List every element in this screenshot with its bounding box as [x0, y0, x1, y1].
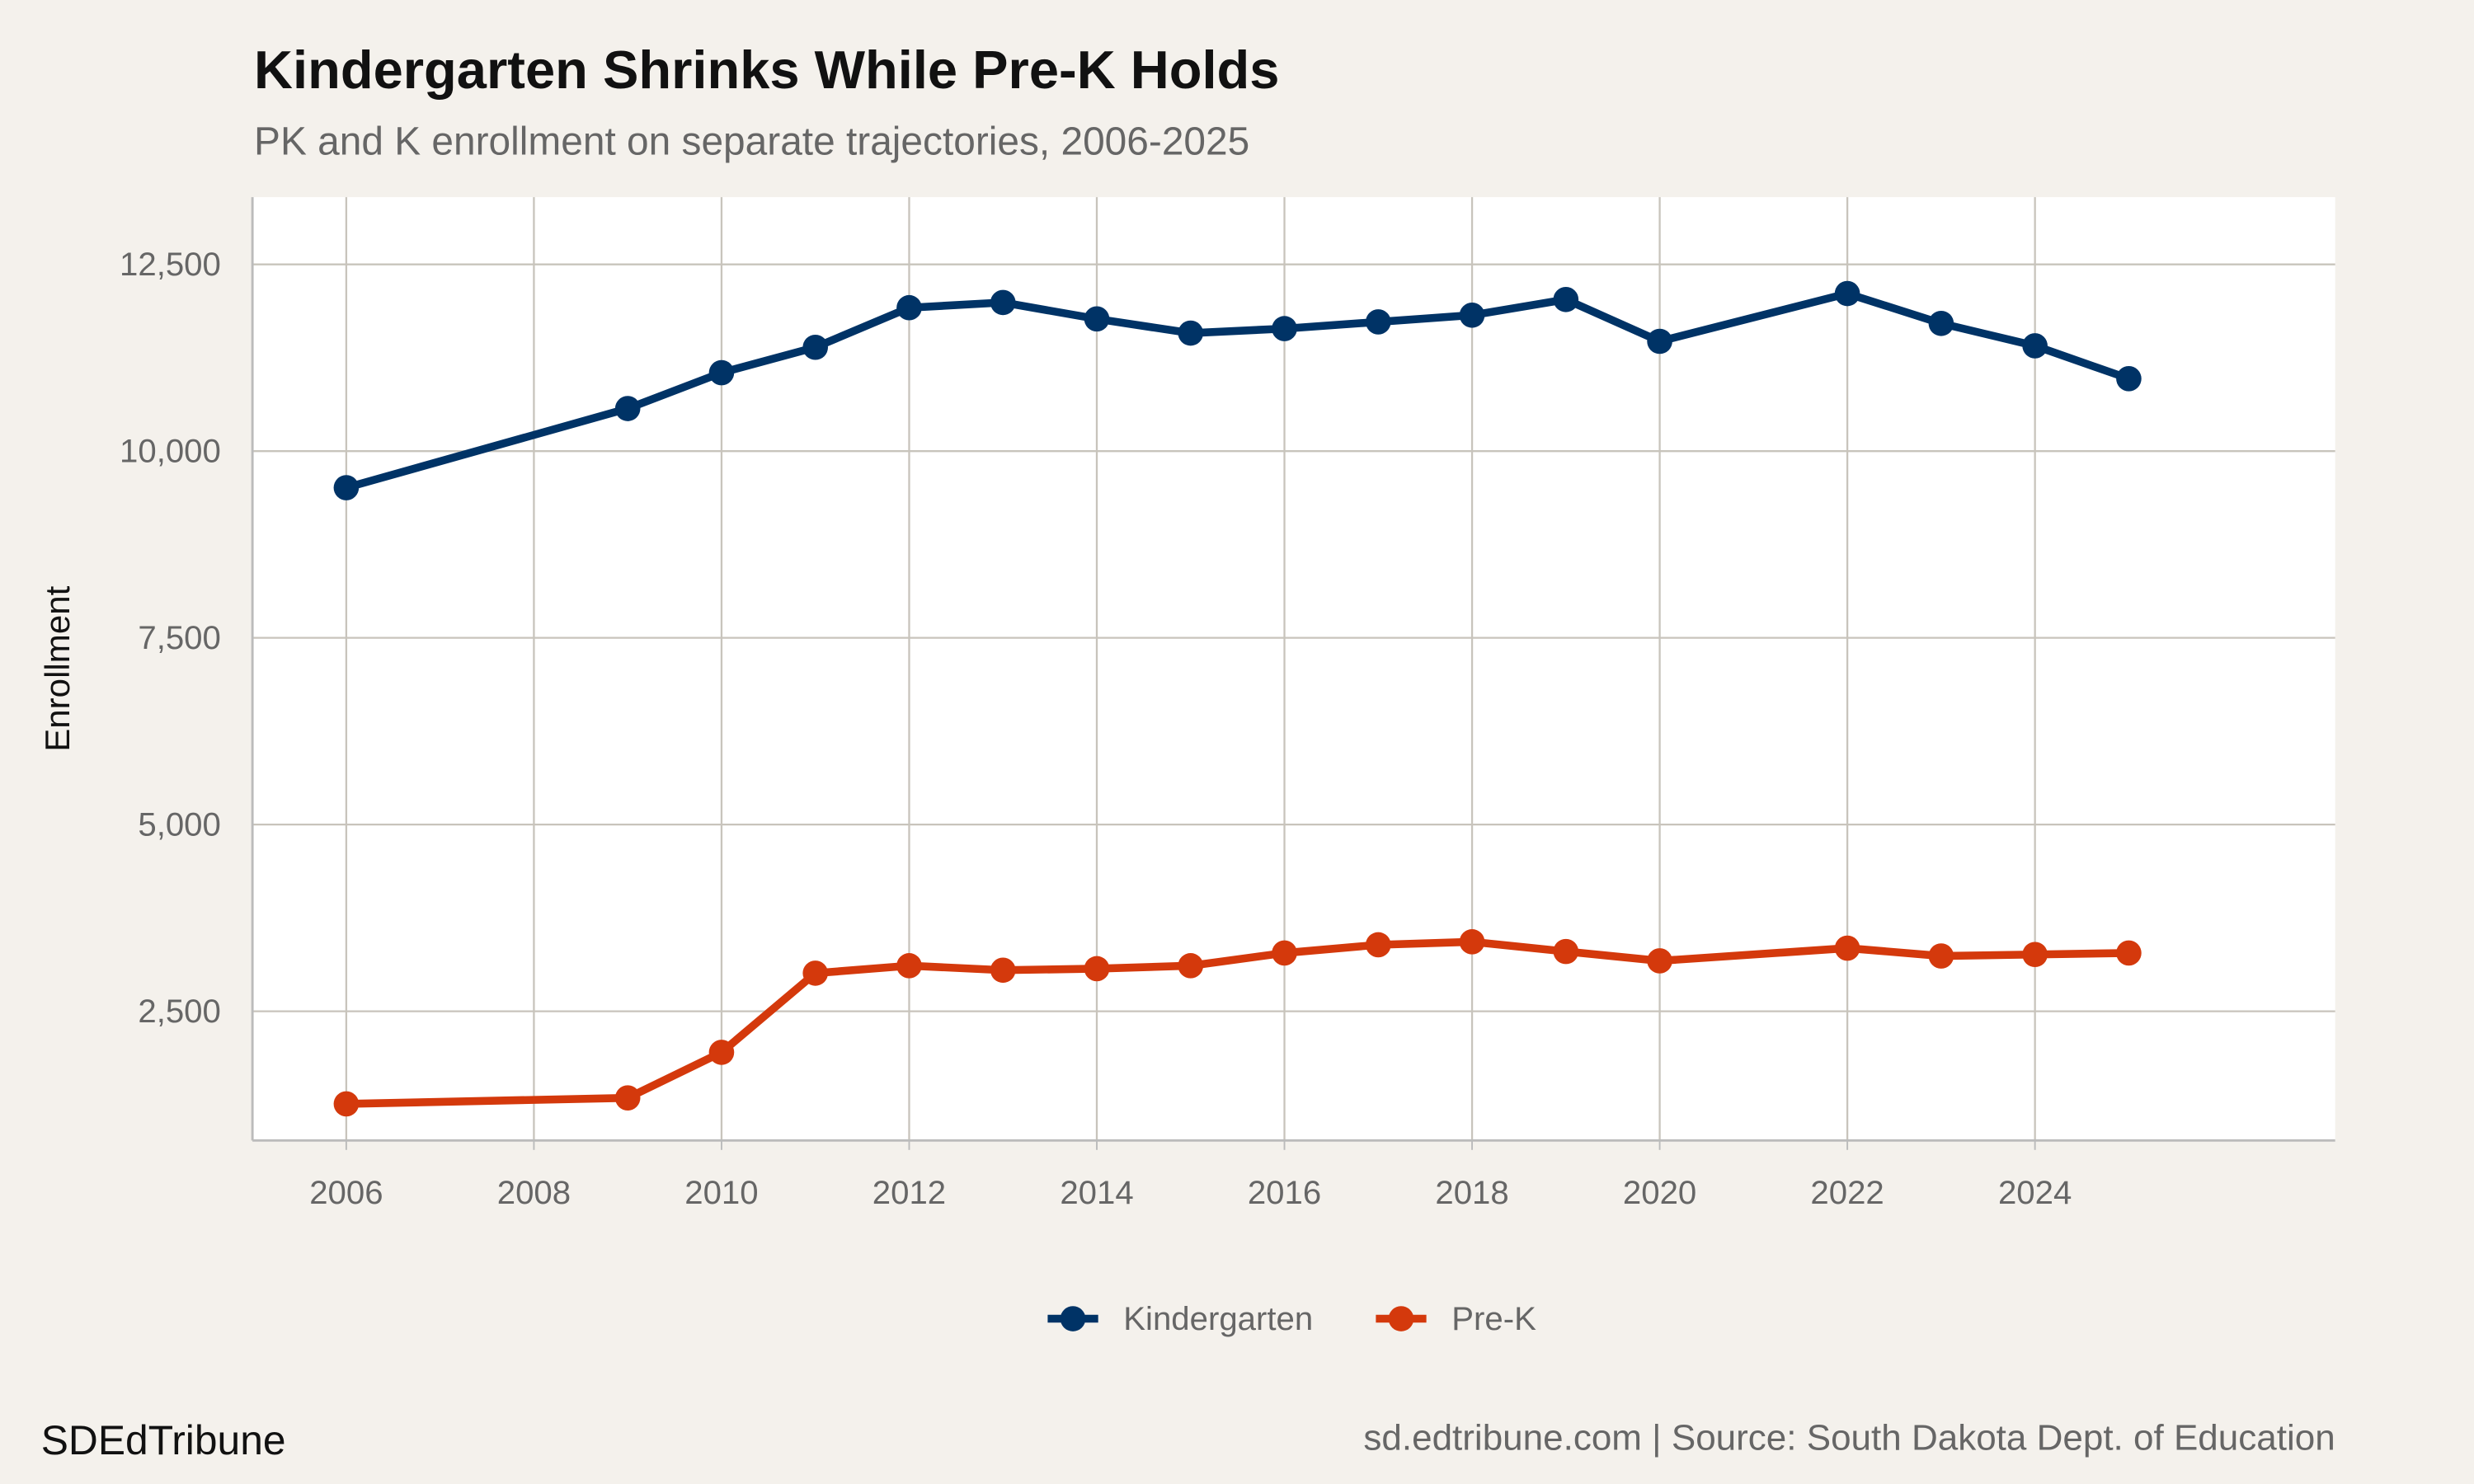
kindergarten-point [2022, 333, 2048, 359]
pre-k-point [990, 957, 1016, 984]
pre-k-point [896, 953, 922, 979]
legend-item-kindergarten: Kindergarten [1047, 1300, 1313, 1337]
x-tick-label: 2010 [684, 1174, 758, 1211]
pre-k-point [333, 1091, 360, 1117]
chart-subtitle: PK and K enrollment on separate trajecto… [254, 120, 1250, 164]
pre-k-point [1178, 953, 1204, 979]
pre-k-point [1647, 948, 1672, 974]
pre-k-point [1365, 932, 1391, 958]
plot-panel [252, 197, 2335, 1141]
pre-k-point [1928, 943, 1954, 969]
pre-k-point [2116, 940, 2142, 966]
source-note: sd.edtribune.com | Source: South Dakota … [1363, 1416, 2335, 1458]
pre-k-point [802, 960, 829, 986]
kindergarten-point [1647, 328, 1672, 355]
kindergarten-point [614, 396, 641, 421]
x-tick-label: 2006 [309, 1174, 383, 1211]
kindergarten-point [1928, 310, 1954, 336]
y-axis-label: Enrollment [38, 585, 77, 751]
kindergarten-point [1084, 306, 1110, 332]
kindergarten-point [1365, 309, 1391, 335]
kindergarten-point [990, 289, 1016, 316]
legend-label: Kindergarten [1123, 1300, 1313, 1337]
x-tick-label: 2008 [497, 1174, 571, 1211]
legend-label: Pre-K [1451, 1300, 1536, 1337]
x-tick-label: 2018 [1435, 1174, 1508, 1211]
x-tick-label: 2016 [1248, 1174, 1321, 1211]
y-tick-label: 5,000 [138, 806, 220, 843]
brand-label: SDEdTribune [40, 1416, 286, 1464]
kindergarten-point [1178, 320, 1204, 346]
y-tick-label: 2,500 [138, 993, 220, 1030]
y-tick-label: 12,500 [120, 246, 221, 283]
pre-k-point [2022, 942, 2048, 968]
kindergarten-point [1459, 302, 1485, 328]
pre-k-point [708, 1040, 735, 1065]
legend-key-point [1388, 1306, 1414, 1331]
pre-k-point [1272, 940, 1297, 966]
kindergarten-point [2116, 365, 2142, 392]
chart-title: Kindergarten Shrinks While Pre-K Holds [254, 40, 1280, 101]
y-tick-label: 10,000 [120, 433, 221, 470]
kindergarten-point [333, 475, 360, 500]
kindergarten-point [1834, 280, 1860, 307]
pre-k-point [1553, 938, 1579, 965]
kindergarten-point [1272, 316, 1297, 341]
x-tick-label: 2020 [1623, 1174, 1696, 1211]
legend-item-pre-k: Pre-K [1376, 1300, 1536, 1337]
kindergarten-point [708, 359, 735, 386]
pre-k-point [1834, 935, 1860, 961]
legend: Kindergarten Pre-K [1047, 1300, 1536, 1337]
y-tick-label: 7,500 [138, 619, 220, 656]
pre-k-point [614, 1085, 641, 1111]
x-tick-label: 2022 [1810, 1174, 1884, 1211]
x-tick-label: 2014 [1060, 1174, 1133, 1211]
pre-k-point [1459, 929, 1485, 955]
kindergarten-point [802, 334, 829, 360]
kindergarten-point [1553, 286, 1579, 312]
kindergarten-point [896, 294, 922, 321]
x-tick-label: 2024 [1998, 1174, 2072, 1211]
legend-key-point [1060, 1306, 1086, 1331]
x-tick-label: 2012 [872, 1174, 946, 1211]
pre-k-point [1084, 956, 1110, 982]
